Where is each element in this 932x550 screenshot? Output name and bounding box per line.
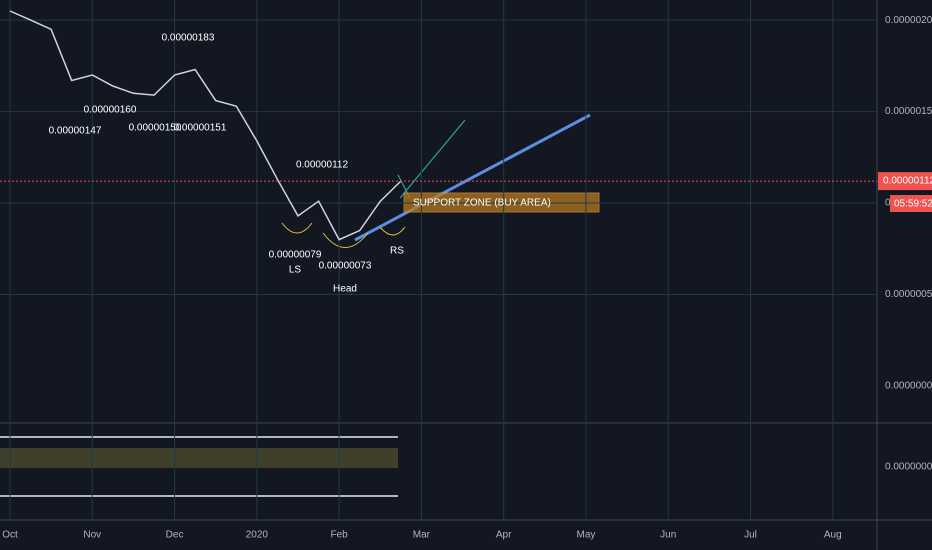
countdown-box [890, 195, 932, 212]
x-tick-label: Oct [2, 530, 18, 541]
x-tick-label: Feb [331, 530, 349, 541]
x-tick-label: May [577, 530, 596, 541]
annotation: 0.00000160 [84, 105, 137, 116]
last-price-label: 0.00000112 [883, 176, 932, 187]
pattern-arc [281, 222, 406, 248]
arrow [399, 119, 466, 199]
x-tick-label: Dec [166, 530, 184, 541]
x-tick-label: Jul [744, 530, 757, 541]
annotation: 0.00000073 [319, 261, 372, 272]
annotation: 0.00000151 [174, 123, 227, 134]
x-tick-label: 2020 [246, 530, 269, 541]
x-tick-label: Jun [660, 530, 676, 541]
last-price-box [878, 172, 932, 191]
annotation: LS [289, 265, 302, 276]
x-tick-label: Aug [824, 530, 842, 541]
annotation: Head [333, 284, 357, 295]
annotation: 0.00000079 [269, 250, 322, 261]
annotation: 0.00000150 [129, 123, 182, 134]
x-tick-label: Apr [496, 530, 512, 541]
annotation: RS [390, 246, 404, 257]
annotation: 0.00000147 [49, 126, 102, 137]
x-tick-label: Nov [83, 530, 101, 541]
oscillator-area [0, 448, 398, 468]
trend-line [354, 113, 591, 242]
annotation: SUPPORT ZONE (BUY AREA) [413, 198, 551, 209]
annotation: 0.00000183 [162, 33, 215, 44]
y-tick-label: 0.00000150 [885, 106, 932, 117]
support-zone [403, 192, 600, 213]
y-tick-label: 0.00000050 [885, 289, 932, 300]
x-tick-label: Mar [413, 530, 431, 541]
annotation: 0.00000112 [296, 160, 349, 171]
countdown: 05:59:52 [894, 199, 932, 210]
price-line [9, 10, 402, 241]
